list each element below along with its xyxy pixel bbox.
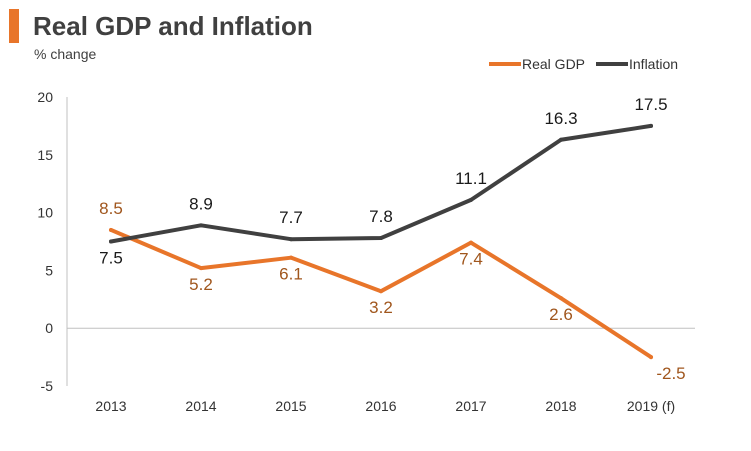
x-tick-label: 2013 [95, 398, 126, 414]
x-tick-label: 2015 [275, 398, 306, 414]
inflation-point [379, 236, 383, 241]
y-tick-label: -5 [41, 378, 54, 394]
inflation-data-label: 8.9 [189, 194, 213, 213]
inflation-data-label: 11.1 [455, 169, 487, 188]
legend-inflation-label: Inflation [629, 56, 678, 72]
inflation-point [649, 123, 653, 128]
real-gdp-data-label: -2.5 [656, 364, 685, 383]
x-tick-label: 2017 [455, 398, 486, 414]
real-gdp-point [379, 289, 383, 294]
inflation-point [559, 137, 563, 142]
x-tick-label: 2014 [185, 398, 216, 414]
real-gdp-data-label: 5.2 [189, 275, 213, 294]
y-tick-label: 5 [45, 262, 53, 278]
chart-title: Real GDP and Inflation [33, 11, 313, 41]
inflation-point [289, 237, 293, 242]
inflation-point [109, 239, 113, 244]
y-tick-label: 20 [37, 89, 53, 105]
inflation-data-label: 7.7 [279, 208, 303, 227]
legend: Real GDP Inflation [489, 56, 678, 72]
real-gdp-data-label: 6.1 [279, 265, 303, 284]
real-gdp-point [469, 240, 473, 245]
series-layer: 8.5 5.2 6.1 3.2 7.4 2.6 -2.5 7.5 8.9 7.7 7.8 11.1 16… [99, 95, 685, 383]
real-gdp-point [649, 355, 653, 360]
x-tick-label: 2018 [545, 398, 576, 414]
chart-subtitle: % change [34, 46, 97, 62]
inflation-point [199, 223, 203, 228]
real-gdp-point [559, 296, 563, 301]
x-tick-label: 2016 [365, 398, 396, 414]
real-gdp-data-label: 3.2 [369, 298, 393, 317]
inflation-point [469, 197, 473, 202]
real-gdp-data-label: 2.6 [549, 305, 573, 324]
inflation-data-label: 7.5 [99, 249, 123, 268]
inflation-data-label: 16.3 [544, 109, 577, 128]
y-tick-label: 10 [37, 205, 53, 221]
y-tick-label: 15 [37, 147, 53, 163]
inflation-data-label: 17.5 [634, 95, 667, 114]
inflation-data-label: 7.8 [369, 207, 393, 226]
legend-real-gdp-label: Real GDP [522, 56, 585, 72]
real-gdp-data-label: 8.5 [99, 199, 123, 218]
title-accent-bar [9, 9, 19, 43]
y-tick-label: 0 [45, 320, 53, 336]
real-gdp-data-label: 7.4 [459, 250, 483, 269]
real-gdp-point [109, 227, 113, 232]
real-gdp-point [289, 255, 293, 260]
x-tick-label: 2019 (f) [627, 398, 675, 414]
real-gdp-point [199, 266, 203, 271]
